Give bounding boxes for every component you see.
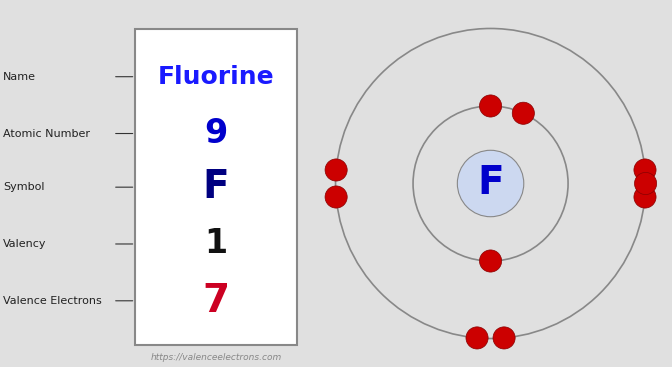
FancyBboxPatch shape (136, 29, 297, 345)
Text: 7: 7 (202, 282, 230, 320)
Circle shape (634, 159, 656, 181)
Text: Atomic Number: Atomic Number (3, 128, 90, 138)
Text: https://valenceelectrons.com: https://valenceelectrons.com (151, 353, 282, 362)
Circle shape (480, 95, 501, 117)
Circle shape (458, 150, 523, 217)
Text: Fluorine: Fluorine (158, 65, 274, 89)
Circle shape (634, 186, 656, 208)
Circle shape (512, 102, 534, 124)
Circle shape (634, 172, 657, 195)
Circle shape (325, 186, 347, 208)
Text: F: F (477, 164, 504, 203)
Circle shape (493, 327, 515, 349)
Text: F: F (203, 168, 229, 206)
Text: Name: Name (3, 72, 36, 82)
Circle shape (480, 250, 501, 272)
Text: Symbol: Symbol (3, 182, 45, 192)
Text: Valence Electrons: Valence Electrons (3, 296, 102, 306)
Circle shape (325, 159, 347, 181)
Text: 9: 9 (204, 117, 228, 150)
Text: 1: 1 (204, 228, 228, 261)
Circle shape (466, 327, 488, 349)
Text: Valency: Valency (3, 239, 47, 249)
